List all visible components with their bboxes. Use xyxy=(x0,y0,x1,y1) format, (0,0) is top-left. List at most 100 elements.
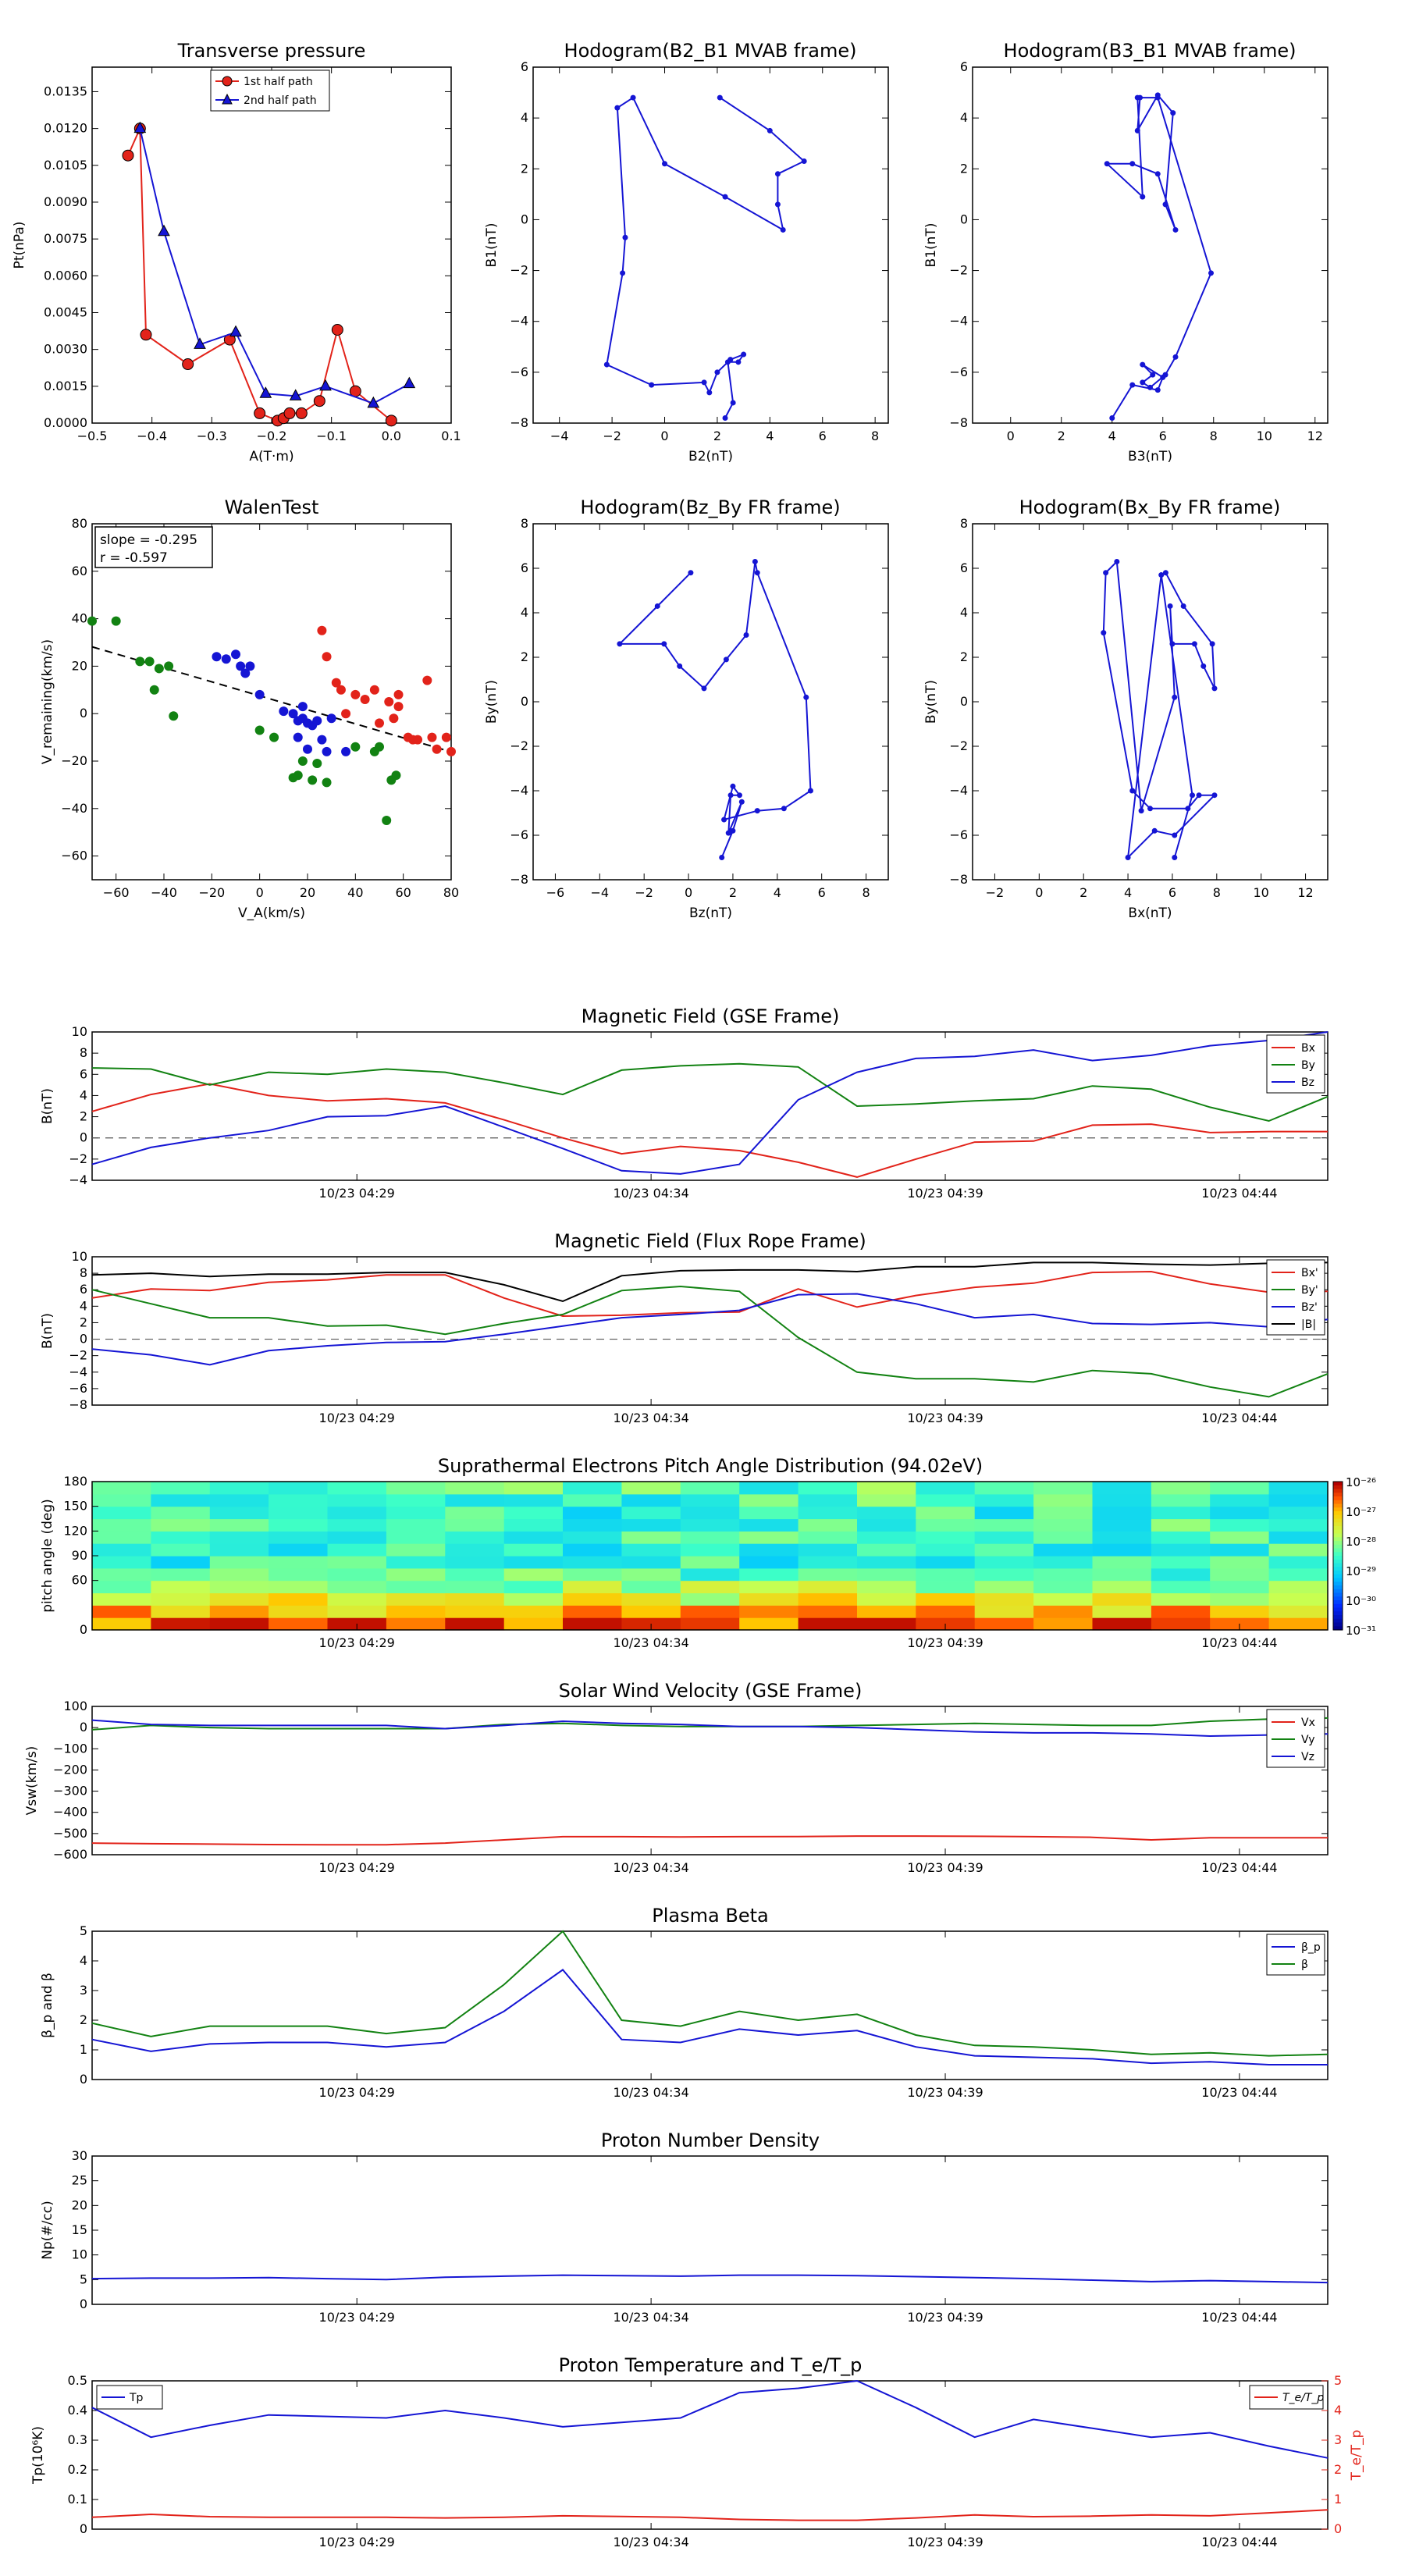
heatmap-cell xyxy=(1268,1506,1329,1520)
heatmap-cell xyxy=(92,1531,151,1544)
colorbar-step xyxy=(1333,1563,1343,1567)
heatmap-cell xyxy=(1092,1493,1152,1507)
heatmap-cell xyxy=(445,1531,505,1544)
y-tick-label: 0.0060 xyxy=(44,268,87,283)
colorbar-step xyxy=(1333,1533,1343,1538)
heatmap-cell xyxy=(798,1506,858,1520)
y-tick-label: −6 xyxy=(69,1381,87,1396)
colorbar-step xyxy=(1333,1592,1343,1597)
heatmap-cell xyxy=(445,1556,505,1569)
heatmap-cell xyxy=(1033,1543,1094,1557)
heatmap-cell xyxy=(445,1543,505,1557)
heatmap-cell xyxy=(269,1506,329,1520)
pitch-angle-distribution-plot: Suprathermal Electrons Pitch Angle Distr… xyxy=(40,1455,1376,1650)
heatmap-cell xyxy=(680,1567,740,1582)
heatmap-cell xyxy=(386,1617,446,1631)
heatmap-cell xyxy=(1033,1493,1094,1507)
heatmap-cell xyxy=(798,1567,858,1582)
heatmap-cell xyxy=(621,1567,681,1582)
time-tick-label: 10/23 04:34 xyxy=(613,2310,688,2325)
heatmap-cell xyxy=(563,1506,622,1520)
heatmap-cell xyxy=(621,1482,681,1495)
data-point xyxy=(312,759,322,769)
heatmap-cell xyxy=(1033,1482,1094,1495)
hodogram-point xyxy=(741,351,747,358)
hodogram-point xyxy=(1140,361,1146,368)
y-axis-label: β_p and β xyxy=(40,1973,55,2038)
hodogram-point xyxy=(1170,110,1176,116)
x-tick-label: 2 xyxy=(1058,429,1065,443)
heatmap-cell xyxy=(445,1506,505,1520)
y-tick-label: −6 xyxy=(949,827,968,842)
heatmap-cell xyxy=(327,1518,387,1532)
heatmap-cell xyxy=(798,1580,858,1594)
heatmap-cell xyxy=(269,1556,329,1569)
legend-label: Bz' xyxy=(1301,1301,1318,1314)
hodogram-point xyxy=(722,194,728,200)
hodogram-point xyxy=(622,234,628,240)
heatmap-cell xyxy=(92,1617,151,1631)
heatmap-cell xyxy=(503,1531,564,1544)
x-axis-label: B3(nT) xyxy=(1128,449,1172,464)
y-tick-label: −600 xyxy=(53,1847,87,1862)
heatmap-cell xyxy=(916,1567,976,1582)
heatmap-cell xyxy=(503,1592,564,1606)
time-tick-label: 10/23 04:29 xyxy=(319,2535,395,2549)
hodogram-point xyxy=(688,570,694,576)
y-tick-label: 4 xyxy=(960,605,968,620)
hodogram-point xyxy=(654,603,660,609)
heatmap-cell xyxy=(974,1617,1034,1631)
colorbar-step xyxy=(1333,1541,1343,1546)
plot-area xyxy=(91,2155,1329,2305)
y-tick-label: 3 xyxy=(80,1983,87,1998)
hodogram-point xyxy=(752,558,758,564)
data-point xyxy=(297,702,308,712)
x-axis-label: Bz(nT) xyxy=(689,906,732,921)
x-tick-label: 4 xyxy=(774,885,781,900)
time-tick-label: 10/23 04:44 xyxy=(1201,2085,1277,2100)
hodogram-point xyxy=(1134,94,1140,101)
heatmap-cell xyxy=(269,1592,329,1606)
heatmap-cell xyxy=(1033,1506,1094,1520)
heatmap-cell xyxy=(739,1518,799,1532)
heatmap-cell xyxy=(974,1605,1034,1618)
y-tick-label: 0.1 xyxy=(68,2492,87,2507)
data-point xyxy=(122,149,134,162)
y-tick-label: 4 xyxy=(960,110,968,125)
series-line-Vz xyxy=(91,1719,1329,1738)
y-tick-label: 0 xyxy=(80,2072,87,2087)
heatmap-cell xyxy=(1268,1567,1329,1582)
y-tick-label: 8 xyxy=(80,1045,87,1060)
series-line-Vy xyxy=(91,1717,1329,1731)
x-tick-label: 0 xyxy=(256,885,264,900)
time-tick-label: 10/23 04:39 xyxy=(907,2085,983,2100)
y-axis-label: Pt(nPa) xyxy=(12,222,27,269)
hodogram-point xyxy=(1109,415,1115,421)
colorbar-step xyxy=(1333,1518,1343,1523)
heatmap-cell xyxy=(151,1567,211,1582)
data-point xyxy=(336,685,346,695)
x-tick-label: 8 xyxy=(871,429,879,443)
time-tick-label: 10/23 04:34 xyxy=(613,1860,688,1875)
data-point xyxy=(295,407,308,419)
plot-title: Magnetic Field (Flux Rope Frame) xyxy=(554,1230,866,1252)
heatmap-cell xyxy=(151,1493,211,1507)
hodogram-point xyxy=(1129,382,1136,388)
data-point xyxy=(391,770,401,781)
heatmap-cell xyxy=(327,1482,387,1495)
legend-label: Vx xyxy=(1301,1717,1315,1729)
hodogram-point xyxy=(1140,194,1146,200)
heatmap-cell xyxy=(916,1531,976,1544)
legend-label: Vz xyxy=(1301,1751,1314,1763)
y-axis-label: V_remaining(km/s) xyxy=(40,639,55,764)
series-line-Vx xyxy=(91,1835,1328,1846)
heatmap-cell xyxy=(1033,1556,1094,1569)
legend: Bx' By' Bz' |B| xyxy=(1266,1259,1325,1336)
heatmap-cell xyxy=(1033,1531,1094,1544)
heatmap-cell xyxy=(1210,1605,1270,1618)
legend-label: Tp xyxy=(129,2392,144,2404)
data-point xyxy=(322,777,332,788)
time-tick-label: 10/23 04:39 xyxy=(907,1411,983,1425)
data-point xyxy=(319,379,332,391)
